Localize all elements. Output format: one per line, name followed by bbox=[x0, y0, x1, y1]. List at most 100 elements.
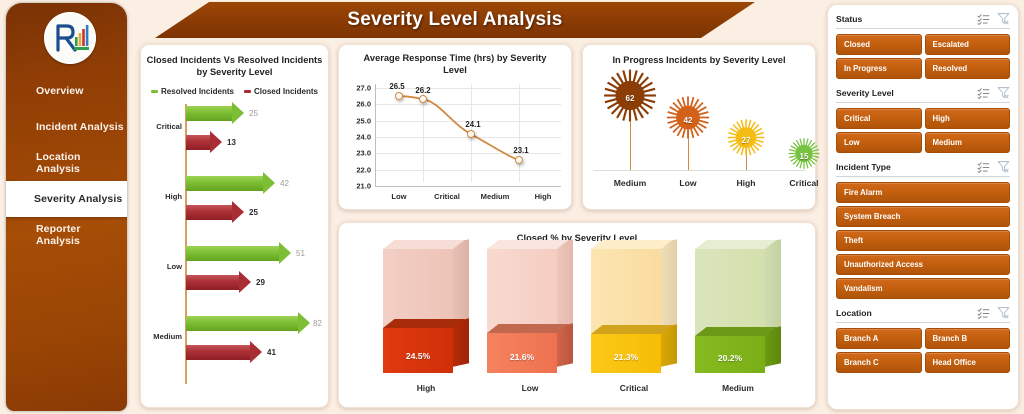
bar-column-critical: 21.3% bbox=[591, 239, 677, 373]
arrow-resolved: 51 bbox=[186, 242, 305, 264]
funnel-clear-icon[interactable] bbox=[997, 160, 1010, 173]
bar-background-top bbox=[591, 240, 673, 249]
chart-closed-percent: Closed % by Severity Level 24.5% High bbox=[338, 222, 816, 408]
x-tick-label: High bbox=[534, 192, 552, 201]
legend-swatch-green bbox=[151, 90, 159, 93]
arrow-value: 29 bbox=[256, 278, 265, 287]
filter-option-branch-b[interactable]: Branch B bbox=[924, 328, 1010, 349]
gridline-v bbox=[423, 84, 424, 182]
sidebar-item-reporter-analysis[interactable]: Reporter Analysis bbox=[6, 217, 127, 253]
filter-option-low[interactable]: Low bbox=[836, 132, 922, 153]
checklist-icon[interactable] bbox=[977, 87, 990, 99]
x-tick-label: Medium bbox=[613, 178, 647, 188]
y-tick-label: 25.0 bbox=[356, 116, 371, 126]
sidebar: Overview Incident Analysis Location Anal… bbox=[6, 3, 127, 411]
funnel-clear-icon[interactable] bbox=[997, 86, 1010, 99]
sidebar-item-incident-analysis[interactable]: Incident Analysis bbox=[6, 109, 127, 145]
filter-options: Fire Alarm System Breach Theft Unauthori… bbox=[836, 182, 1010, 299]
legend-label: Closed Incidents bbox=[253, 87, 318, 96]
filter-option-resolved[interactable]: Resolved bbox=[924, 58, 1010, 79]
burst-value: 15 bbox=[799, 151, 809, 161]
funnel-clear-icon[interactable] bbox=[997, 12, 1010, 25]
filter-group-location: Location Branch A Branch B Branch C Head… bbox=[836, 306, 1010, 373]
filter-option-high[interactable]: High bbox=[924, 108, 1010, 129]
bar-value-top bbox=[695, 327, 777, 336]
y-tick-label: 21.0 bbox=[356, 181, 371, 191]
x-tick-label: Low bbox=[521, 383, 539, 393]
burst-value: 27 bbox=[741, 135, 751, 145]
arrow-value: 25 bbox=[249, 208, 258, 217]
legend-item-resolved: Resolved Incidents bbox=[151, 87, 234, 96]
filter-group-status: Status Closed Escalated In Progress Reso… bbox=[836, 12, 1010, 79]
sidebar-item-overview[interactable]: Overview bbox=[6, 73, 127, 109]
filter-header: Status bbox=[836, 12, 1010, 29]
bar-value-front bbox=[487, 333, 557, 373]
burst-marker-high: 27 bbox=[727, 119, 765, 162]
bar-column-medium: 20.2% bbox=[695, 239, 781, 373]
arrow-plot-area: Critical 25 13 High 42 bbox=[141, 102, 328, 387]
bar-value-label: 20.2% bbox=[717, 353, 743, 363]
filter-option-medium[interactable]: Medium bbox=[924, 132, 1010, 153]
filter-title: Incident Type bbox=[836, 161, 891, 172]
filter-option-branch-c[interactable]: Branch C bbox=[836, 352, 922, 373]
filter-option-head-office[interactable]: Head Office bbox=[924, 352, 1010, 373]
sidebar-item-location-analysis[interactable]: Location Analysis bbox=[6, 145, 127, 181]
filter-title: Location bbox=[836, 307, 872, 318]
filter-option-vandalism[interactable]: Vandalism bbox=[836, 278, 1010, 299]
data-label: 24.1 bbox=[465, 120, 481, 129]
filter-option-fire-alarm[interactable]: Fire Alarm bbox=[836, 182, 1010, 203]
checklist-icon[interactable] bbox=[977, 307, 990, 319]
funnel-clear-icon[interactable] bbox=[997, 306, 1010, 319]
bar-value-label: 21.3% bbox=[613, 352, 639, 362]
x-tick-label: Critical bbox=[619, 383, 649, 393]
bar-column-low: 21.6% bbox=[487, 239, 573, 373]
x-tick-label: High bbox=[416, 383, 436, 393]
filter-group-incident-type: Incident Type Fire Alarm System Breach T… bbox=[836, 160, 1010, 299]
filter-option-critical[interactable]: Critical bbox=[836, 108, 922, 129]
filter-option-escalated[interactable]: Escalated bbox=[924, 34, 1010, 55]
gridline-h bbox=[375, 169, 561, 171]
filter-panel: Status Closed Escalated In Progress Reso… bbox=[827, 4, 1019, 410]
bar-background-top bbox=[695, 240, 777, 249]
sidebar-item-label: Location Analysis bbox=[36, 151, 81, 175]
x-tick-label: High bbox=[736, 178, 756, 188]
category-label: Low bbox=[166, 262, 182, 271]
y-tick-label: 26.0 bbox=[356, 99, 371, 109]
bar-value-label: 24.5% bbox=[405, 351, 431, 361]
bar-value-front bbox=[695, 336, 765, 373]
data-label: 26.2 bbox=[415, 86, 431, 95]
chart-title: Closed % by Severity Level bbox=[516, 233, 638, 243]
checklist-icon[interactable] bbox=[977, 13, 990, 25]
x-tick-label: Critical bbox=[434, 192, 460, 201]
gridline-h bbox=[375, 153, 561, 155]
burst-marker-medium: 62 bbox=[603, 69, 657, 128]
starburst-icon bbox=[788, 138, 820, 169]
x-tick-label: Medium bbox=[722, 383, 754, 393]
filter-option-unauthorized-access[interactable]: Unauthorized Access bbox=[836, 254, 1010, 275]
arrow-closed: 13 bbox=[186, 131, 236, 153]
data-label: 26.5 bbox=[389, 82, 405, 91]
chart-title: Closed Incidents Vs Resolved Incidents b… bbox=[146, 55, 323, 77]
line-series bbox=[398, 95, 520, 162]
arrow-closed: 25 bbox=[186, 201, 258, 223]
checklist-icon[interactable] bbox=[977, 161, 990, 173]
sidebar-item-severity-analysis[interactable]: Severity Analysis bbox=[6, 181, 127, 217]
bar-value-front bbox=[383, 328, 453, 373]
filter-option-in-progress[interactable]: In Progress bbox=[836, 58, 922, 79]
burst-stem bbox=[688, 120, 690, 170]
starburst-icon bbox=[727, 119, 765, 156]
filter-option-branch-a[interactable]: Branch A bbox=[836, 328, 922, 349]
arrow-resolved: 42 bbox=[186, 172, 289, 194]
page-header-banner: Severity Level Analysis bbox=[155, 2, 755, 38]
filter-option-system-breach[interactable]: System Breach bbox=[836, 206, 1010, 227]
x-tick-label: Low bbox=[679, 178, 697, 188]
filter-option-closed[interactable]: Closed bbox=[836, 34, 922, 55]
arrow-value: 41 bbox=[267, 348, 276, 357]
y-tick-label: 24.0 bbox=[356, 132, 371, 142]
bar-value-top bbox=[487, 324, 569, 333]
arrow-value: 25 bbox=[249, 109, 258, 118]
filter-option-theft[interactable]: Theft bbox=[836, 230, 1010, 251]
y-tick-label: 27.0 bbox=[356, 83, 371, 93]
arrow-resolved: 25 bbox=[186, 102, 258, 124]
